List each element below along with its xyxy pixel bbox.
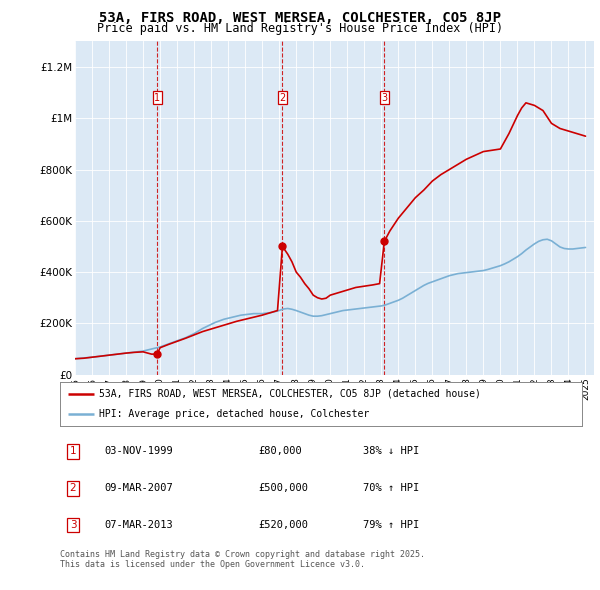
Text: 2: 2	[70, 483, 76, 493]
Text: 3: 3	[381, 93, 388, 103]
Text: Price paid vs. HM Land Registry's House Price Index (HPI): Price paid vs. HM Land Registry's House …	[97, 22, 503, 35]
Text: 03-NOV-1999: 03-NOV-1999	[104, 447, 173, 457]
Text: 53A, FIRS ROAD, WEST MERSEA, COLCHESTER, CO5 8JP (detached house): 53A, FIRS ROAD, WEST MERSEA, COLCHESTER,…	[99, 389, 481, 399]
Text: 09-MAR-2007: 09-MAR-2007	[104, 483, 173, 493]
Text: Contains HM Land Registry data © Crown copyright and database right 2025.
This d: Contains HM Land Registry data © Crown c…	[60, 550, 425, 569]
Text: £80,000: £80,000	[259, 447, 302, 457]
Text: 1: 1	[154, 93, 160, 103]
Text: 79% ↑ HPI: 79% ↑ HPI	[363, 520, 419, 530]
Text: £520,000: £520,000	[259, 520, 308, 530]
Text: 2: 2	[280, 93, 286, 103]
Text: 53A, FIRS ROAD, WEST MERSEA, COLCHESTER, CO5 8JP: 53A, FIRS ROAD, WEST MERSEA, COLCHESTER,…	[99, 11, 501, 25]
Text: 07-MAR-2013: 07-MAR-2013	[104, 520, 173, 530]
Text: 70% ↑ HPI: 70% ↑ HPI	[363, 483, 419, 493]
Text: HPI: Average price, detached house, Colchester: HPI: Average price, detached house, Colc…	[99, 409, 370, 419]
Text: 38% ↓ HPI: 38% ↓ HPI	[363, 447, 419, 457]
Text: 3: 3	[70, 520, 76, 530]
Text: £500,000: £500,000	[259, 483, 308, 493]
Text: 1: 1	[70, 447, 76, 457]
